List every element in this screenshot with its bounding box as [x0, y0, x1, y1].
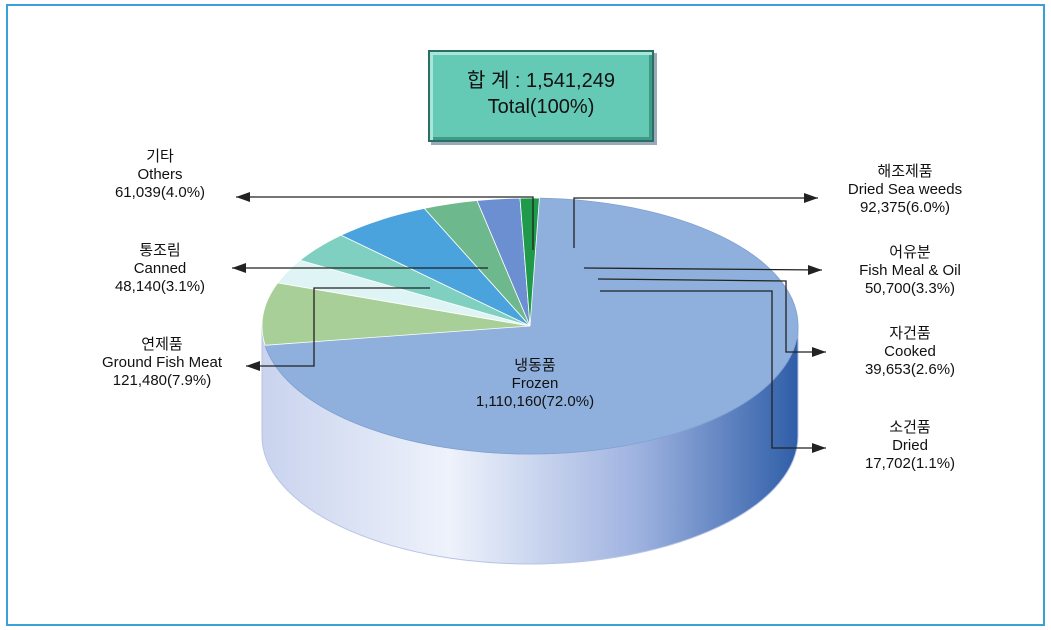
slice-label-canned: 통조림 Canned 48,140(3.1%) — [100, 242, 220, 296]
total-label: Total(100%) — [487, 96, 595, 118]
slice-label-fish-meal-oil: 어유분 Fish Meal & Oil 50,700(3.3%) — [840, 244, 980, 298]
leader-ground — [246, 287, 430, 367]
leader-dried — [600, 290, 826, 449]
slice-value: 17,702(1.1%) — [864, 455, 956, 472]
slice-value: 92,375(6.0%) — [859, 199, 951, 216]
slice-label-ko: 기타 — [146, 148, 174, 165]
total-value: 합 계 : 1,541,249 — [466, 70, 615, 92]
leader-fishmeal-arrowhead — [808, 265, 822, 275]
slice-value: 61,039(4.0%) — [114, 184, 206, 201]
slice-label-ko: 어유분 — [889, 244, 931, 261]
slice-label-en: Canned — [133, 260, 187, 277]
slice-value: 39,653(2.6%) — [864, 361, 956, 378]
leader-lines — [232, 192, 826, 453]
slice-value: 48,140(3.1%) — [114, 278, 206, 295]
slice-label-ground-fish-meat: 연제품 Ground Fish Meat 121,480(7.9%) — [92, 336, 232, 390]
leader-seaweeds-arrowhead — [804, 193, 818, 203]
leader-others-arrowhead — [236, 192, 250, 202]
leader-canned-arrowhead — [232, 263, 246, 273]
slice-value: 121,480(7.9%) — [112, 372, 212, 389]
slice-label-en: Ground Fish Meat — [101, 354, 223, 371]
slice-label-others: 기타 Others 61,039(4.0%) — [100, 148, 220, 202]
leader-cooked — [597, 278, 826, 353]
slice-label-ko: 냉동품 — [514, 357, 556, 374]
slice-label-dried-sea-weeds: 해조제품 Dried Sea weeds 92,375(6.0%) — [830, 163, 980, 217]
slice-label-en: Cooked — [884, 343, 936, 360]
slice-label-ko: 자건품 — [889, 325, 931, 342]
slice-label-dried: 소건품 Dried 17,702(1.1%) — [850, 419, 970, 473]
pie-slice-frozen — [264, 197, 799, 455]
pie-slice-dried — [519, 197, 540, 327]
slice-label-ko: 연제품 — [141, 336, 183, 353]
slice-label-en: Dried — [892, 437, 928, 454]
leader-fishmeal — [583, 267, 823, 271]
leader-dried-arrowhead — [812, 443, 826, 453]
total-box: 합 계 : 1,541,249 Total(100%) — [428, 50, 654, 142]
slice-label-ko: 소건품 — [889, 419, 931, 436]
leader-seaweeds — [573, 197, 818, 248]
pie-slices — [261, 197, 799, 455]
slice-label-en: Dried Sea weeds — [847, 181, 963, 198]
slice-label-ko: 해조제품 — [877, 163, 933, 180]
slice-label-en: Fish Meal & Oil — [859, 262, 961, 279]
slice-value: 1,110,160(72.0%) — [475, 393, 595, 410]
slice-label-cooked: 자건품 Cooked 39,653(2.6%) — [850, 325, 970, 379]
chart-frame — [6, 4, 1045, 626]
slice-label-ko: 통조림 — [139, 242, 181, 259]
slice-label-en: Others — [137, 166, 183, 183]
slice-label-frozen: 냉동품 Frozen 1,110,160(72.0%) — [460, 357, 610, 411]
leader-others — [236, 196, 534, 250]
leader-cooked-arrowhead — [812, 347, 826, 357]
slice-value: 50,700(3.3%) — [864, 280, 956, 297]
pie-slice-ground — [261, 282, 531, 346]
leader-ground-arrowhead — [246, 361, 260, 371]
slice-label-en: Frozen — [511, 375, 559, 392]
